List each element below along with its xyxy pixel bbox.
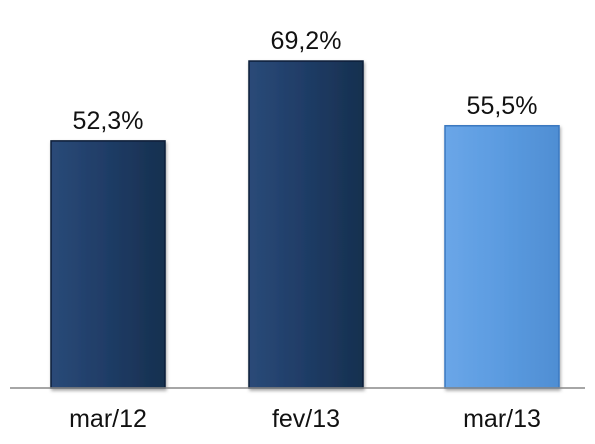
value-label-mar-12: 52,3%	[73, 107, 144, 135]
value-labels-layer: 52,3% 69,2% 55,5%	[73, 27, 538, 135]
category-label-fev-13: fev/13	[272, 405, 340, 433]
category-labels-layer: mar/12 fev/13 mar/13	[69, 405, 541, 433]
bar-fev-13	[248, 60, 364, 389]
category-label-mar-13: mar/13	[463, 405, 541, 433]
category-label-mar-12: mar/12	[69, 405, 147, 433]
value-label-mar-13: 55,5%	[467, 92, 538, 120]
bars-layer	[50, 60, 560, 389]
bar-mar-13	[444, 125, 560, 389]
value-label-fev-13: 69,2%	[271, 27, 342, 55]
bar-mar-12	[50, 140, 166, 389]
